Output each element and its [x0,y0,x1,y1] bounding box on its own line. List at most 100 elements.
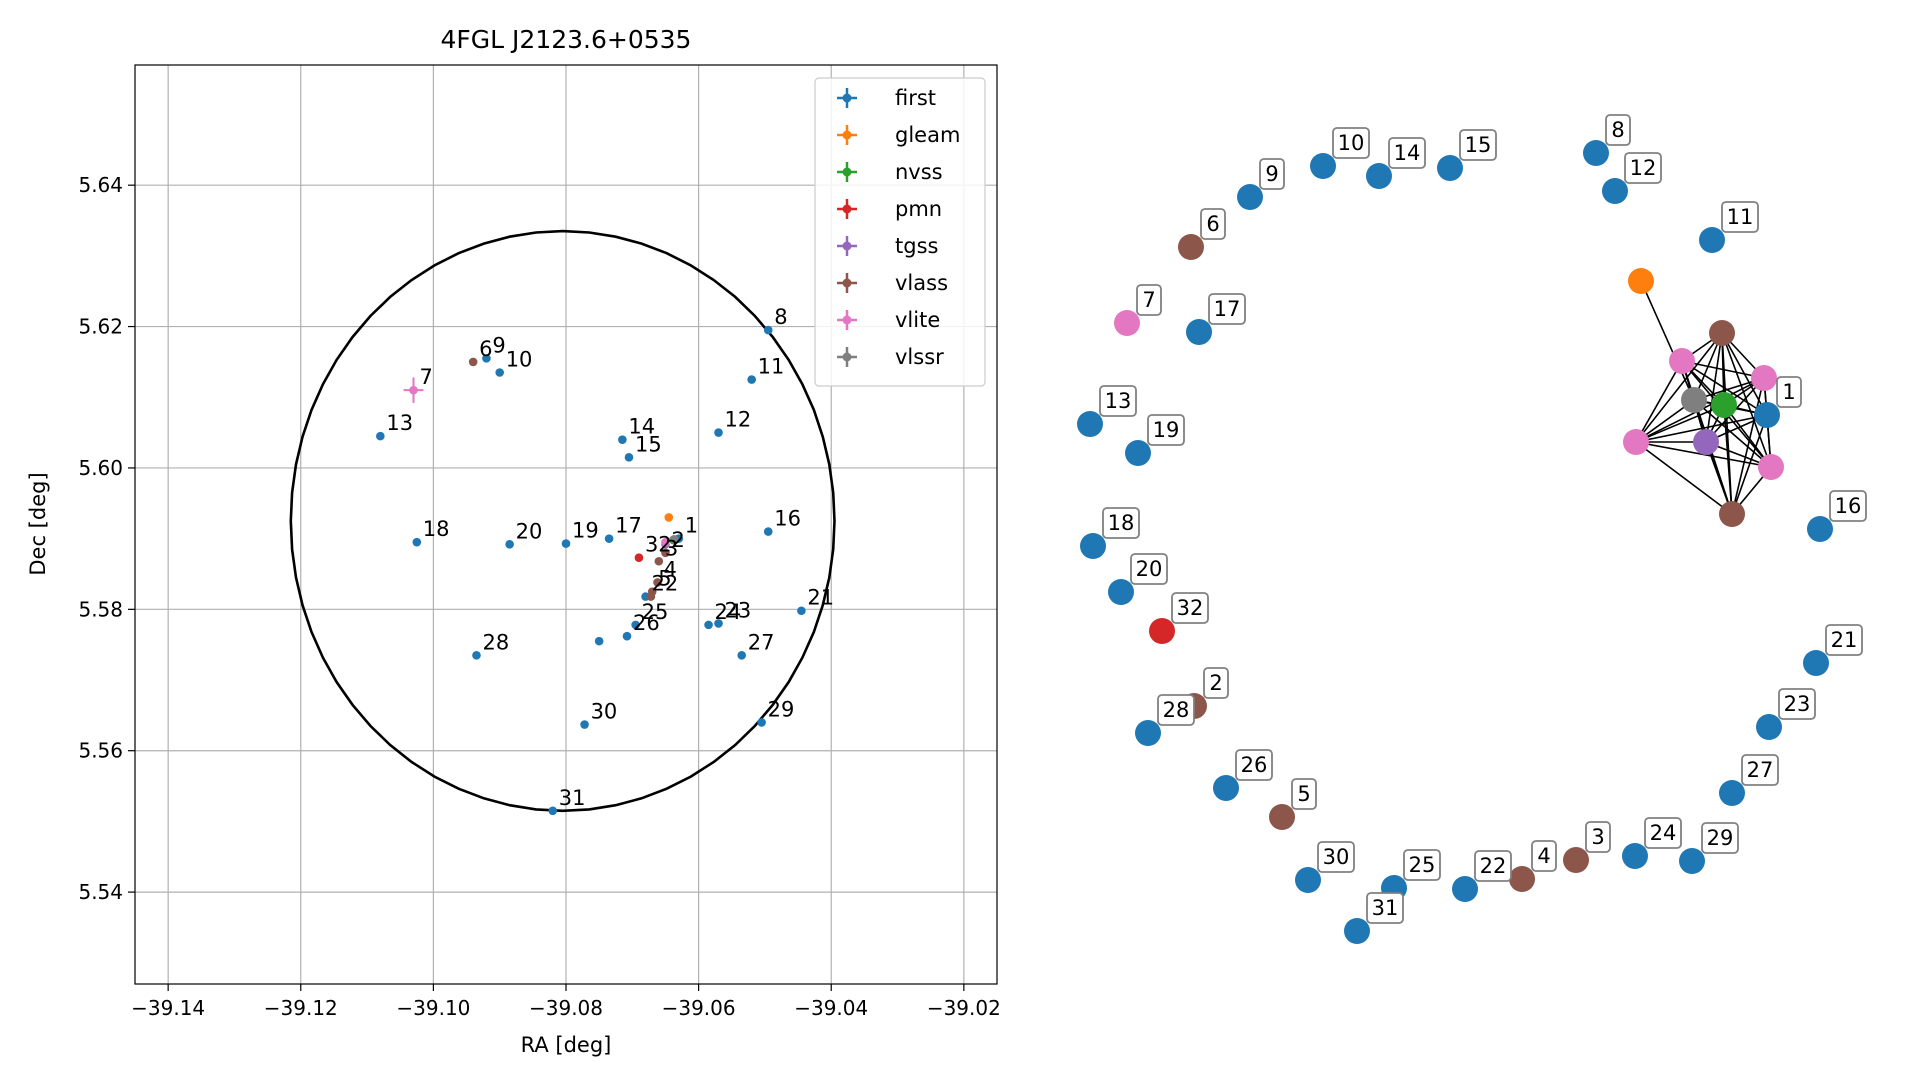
data-point-first [604,534,614,543]
network-node-label-box [1147,414,1185,446]
network-node-label: 30 [1323,845,1350,869]
data-point-first [622,631,632,641]
legend-label: tgss [895,234,938,258]
data-point-vlass [468,357,478,367]
network-node-label: 4 [1537,844,1550,868]
data-point-first [747,375,756,384]
x-tick-label: −39.10 [396,996,470,1020]
network-node [1149,618,1175,644]
legend-marker [842,204,852,214]
data-point-first [757,718,766,727]
network-node [1186,319,1212,345]
data-point-first [495,368,504,377]
x-tick-label: −39.02 [927,996,1001,1020]
data-point-first [714,619,723,628]
network-node-label-box [1259,158,1285,190]
data-point-first [505,539,514,549]
network-node-label-box [1474,850,1512,882]
network-node [1669,348,1695,374]
y-tick-label: 5.56 [78,739,123,763]
point-label: 20 [516,519,543,543]
network-node [1719,780,1745,806]
network-node [1754,402,1780,428]
data-point-vlass [654,556,664,566]
network-node [1452,876,1478,902]
network-node-label: 21 [1831,628,1858,652]
network-node-label: 5 [1297,782,1310,806]
legend-label: gleam [895,123,960,147]
network-node [1178,234,1204,260]
network-node-label-box [1200,208,1226,240]
network-edge [1635,441,1733,515]
data-point-first [561,539,571,548]
point-label: 26 [633,611,660,635]
point-label: 8 [774,305,787,329]
point-label: 7 [419,365,432,389]
point-label: 15 [635,432,662,456]
data-point-vlass [661,548,670,558]
network-node [1709,320,1735,346]
data-point-first [631,620,640,630]
data-point-first [737,650,747,660]
network-node [1628,268,1654,294]
legend-label: vlite [895,308,940,332]
network-node [1437,155,1463,181]
network-node-label: 12 [1630,156,1657,180]
network-node-label: 24 [1650,821,1677,845]
network-edge [1693,399,1772,468]
network-node [1237,184,1263,210]
network-edge [1721,332,1772,468]
network-node-label: 13 [1105,389,1132,413]
point-label: 28 [482,630,509,654]
network-edge [1731,377,1765,515]
network-node-label-box [1203,667,1229,699]
data-point-first [472,650,481,660]
network-node [1077,411,1103,437]
point-label: 14 [628,415,655,439]
network-node-label: 22 [1480,854,1507,878]
data-point-first [580,720,589,729]
data-point-vlass [646,592,656,601]
chart-title: 4FGL J2123.6+0535 [441,25,692,54]
network-node-label: 29 [1707,826,1734,850]
y-tick-label: 5.60 [78,456,123,480]
network-node-label-box [1332,127,1370,159]
network-node [1114,310,1140,336]
data-point-first [412,537,422,547]
network-node [1080,533,1106,559]
grid-lines [135,65,997,984]
point-label: 18 [423,517,450,541]
network-node-label: 1 [1782,380,1795,404]
x-tick-label: −39.04 [794,996,868,1020]
legend-label: vlass [895,271,948,295]
search-circle-outline [289,229,836,813]
point-label: 1 [685,514,698,538]
data-point-first [624,453,634,462]
network-node-label: 17 [1214,297,1241,321]
legend-marker [842,315,852,325]
network-node [1758,454,1784,480]
network-node [1711,392,1737,418]
y-tick-label: 5.58 [78,597,123,621]
axis-ticks: −39.14 −39.12 −39.10 −39.08 −39.06 −39.04 −39.… [78,173,1000,1020]
network-edge [1705,332,1723,443]
network-node [1509,866,1535,892]
network-node [1803,650,1829,676]
network-node [1679,848,1705,874]
data-point-first [548,806,558,816]
point-label: 5 [658,567,671,591]
data-point-pmn [634,553,644,563]
point-label: 6 [479,337,492,361]
network-edge [1635,360,1683,443]
data-point-first [482,354,491,363]
legend-marker [842,278,852,288]
data-point-first [618,435,627,444]
network-node [1623,429,1649,455]
network-node-label-box [1171,592,1209,624]
network-node [1295,867,1321,893]
legend-marker [842,130,852,140]
network-edge [1731,414,1768,515]
point-label: 22 [652,572,679,596]
